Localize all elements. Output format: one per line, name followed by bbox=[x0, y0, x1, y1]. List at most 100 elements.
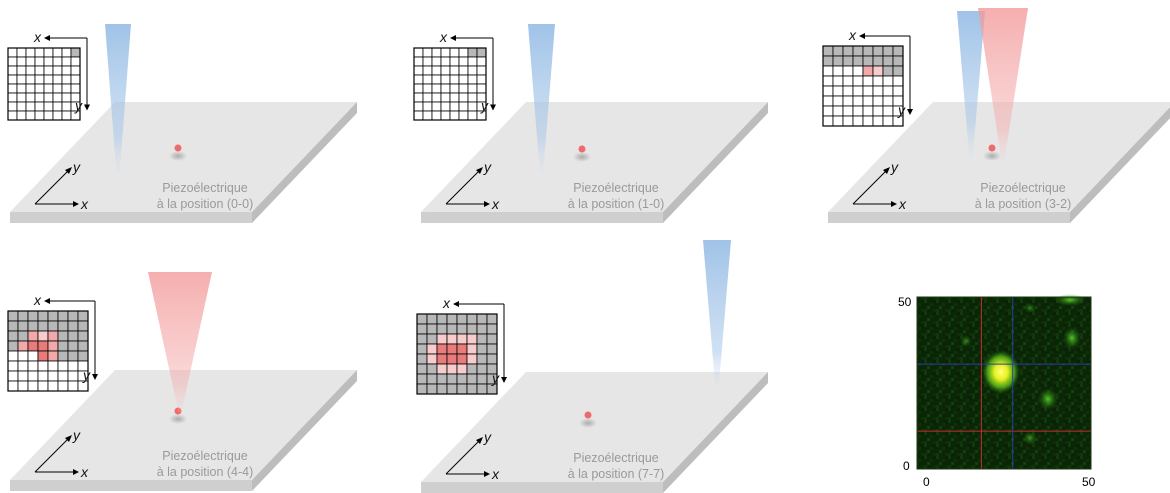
grid-cell bbox=[436, 383, 448, 395]
grid-cell bbox=[25, 56, 36, 67]
grid-cell bbox=[446, 333, 458, 345]
grid-cell bbox=[467, 56, 478, 67]
grid-cell bbox=[52, 83, 63, 94]
grid-cell bbox=[842, 45, 854, 57]
stage-x-label: x bbox=[491, 466, 500, 482]
faint-spot bbox=[1023, 431, 1037, 445]
grid-axes: xy bbox=[848, 27, 913, 118]
grid-cell bbox=[422, 110, 433, 121]
grid-cell bbox=[413, 110, 424, 121]
red-laser-beam bbox=[978, 8, 1028, 160]
grid-cell bbox=[416, 363, 428, 375]
grid-cell bbox=[431, 56, 442, 67]
grid-cell bbox=[446, 313, 458, 325]
grid-cell bbox=[872, 105, 884, 117]
grid-cell bbox=[456, 313, 468, 325]
grid-cell bbox=[449, 47, 460, 58]
stage-x-label: x bbox=[80, 464, 89, 480]
grid-cell bbox=[446, 383, 458, 395]
grid-cell bbox=[892, 55, 904, 67]
grid-cell bbox=[842, 95, 854, 107]
grid-cell bbox=[7, 380, 19, 392]
grid-cell bbox=[882, 85, 894, 97]
grid-cell bbox=[467, 92, 478, 103]
grid-cell bbox=[422, 101, 433, 112]
grid-cell bbox=[882, 95, 894, 107]
grid-cell bbox=[458, 101, 469, 112]
grid-cell bbox=[47, 370, 59, 382]
grid-cell bbox=[34, 101, 45, 112]
grid-cell bbox=[426, 353, 438, 365]
faint-spot bbox=[1054, 294, 1086, 306]
grid-cell bbox=[440, 47, 451, 58]
grid-cell bbox=[446, 343, 458, 355]
grid-cell bbox=[852, 95, 864, 107]
grid-cell bbox=[486, 353, 498, 365]
grid-cell bbox=[61, 56, 72, 67]
grid-cell bbox=[47, 310, 59, 322]
grid-cell bbox=[476, 47, 487, 58]
grid-cell bbox=[842, 85, 854, 97]
grid-cell bbox=[842, 65, 854, 77]
grid-cell bbox=[7, 360, 19, 372]
stage-y-label: y bbox=[483, 429, 492, 445]
grid-cell bbox=[892, 65, 904, 77]
grid-cell bbox=[458, 92, 469, 103]
sample-shadow bbox=[579, 418, 597, 428]
grid-cell bbox=[431, 110, 442, 121]
grid-cell bbox=[61, 47, 72, 58]
grid-cell bbox=[436, 373, 448, 385]
grid-cell bbox=[449, 110, 460, 121]
grid-cell bbox=[842, 115, 854, 127]
grid-cell bbox=[842, 75, 854, 87]
stage-axes: xy bbox=[34, 159, 89, 212]
grid-cell bbox=[822, 55, 834, 67]
grid-cell bbox=[77, 320, 89, 332]
grid-cell bbox=[67, 340, 79, 352]
grid-cell bbox=[467, 74, 478, 85]
grid-cell bbox=[43, 83, 54, 94]
grid-cell bbox=[446, 323, 458, 335]
grid-cell bbox=[34, 110, 45, 121]
grid-cell bbox=[27, 320, 39, 332]
grid-cell bbox=[431, 101, 442, 112]
grid-cell bbox=[436, 313, 448, 325]
grid-cell bbox=[872, 65, 884, 77]
grid-cell bbox=[458, 83, 469, 94]
grid-cell bbox=[16, 56, 27, 67]
grid-cell bbox=[822, 65, 834, 77]
grid-cell bbox=[862, 85, 874, 97]
grid-cell bbox=[37, 310, 49, 322]
piezo-position-label: Piezoélectrique à la position (0-0) bbox=[157, 181, 254, 211]
grid-cell bbox=[43, 56, 54, 67]
x-tick-max: 50 bbox=[1082, 475, 1096, 489]
stage-axes: xy bbox=[852, 159, 907, 212]
grid-cell bbox=[43, 74, 54, 85]
grid-cell bbox=[449, 56, 460, 67]
grid-cell bbox=[422, 56, 433, 67]
grid-cell bbox=[456, 373, 468, 385]
stage-x-label: x bbox=[491, 196, 500, 212]
grid-cell bbox=[872, 55, 884, 67]
bright-spot bbox=[982, 350, 1020, 394]
grid-cell bbox=[25, 83, 36, 94]
grid-cell bbox=[37, 370, 49, 382]
grid-cell bbox=[476, 333, 488, 345]
grid-cell bbox=[37, 350, 49, 362]
stage-y-label: y bbox=[72, 159, 81, 175]
grid-cell bbox=[47, 340, 59, 352]
grid-cell bbox=[456, 383, 468, 395]
stage-x-label: x bbox=[898, 196, 907, 212]
piezo-stage bbox=[421, 102, 768, 223]
grid-cell bbox=[449, 92, 460, 103]
grid-cell bbox=[67, 380, 79, 392]
grid-cell bbox=[822, 95, 834, 107]
grid-cell bbox=[413, 83, 424, 94]
grid-cell bbox=[61, 101, 72, 112]
grid-cell bbox=[61, 92, 72, 103]
grid-cell bbox=[822, 115, 834, 127]
scan-grid bbox=[7, 310, 89, 392]
grid-cell bbox=[431, 74, 442, 85]
